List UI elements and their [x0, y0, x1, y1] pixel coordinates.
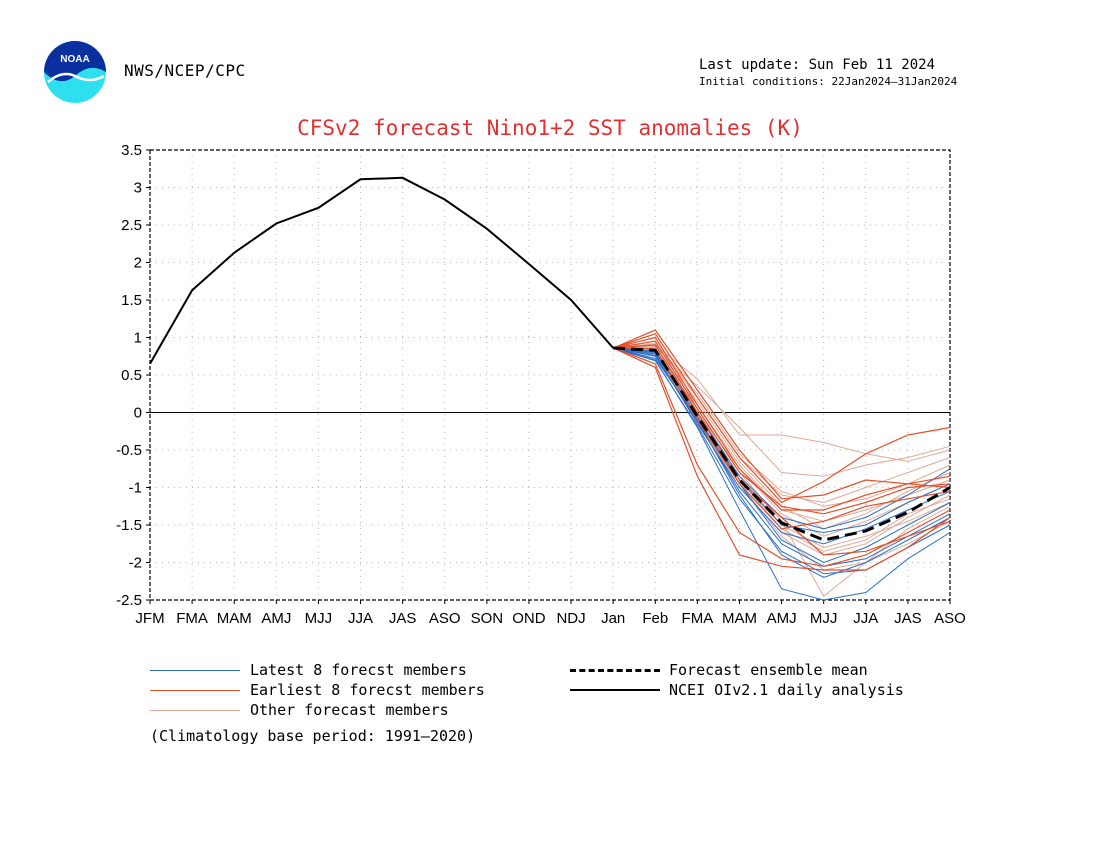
series-group: [149, 176, 951, 601]
y-tick-label: -2.5: [116, 592, 142, 609]
observed-line: [149, 176, 614, 365]
x-tick-label: MJJ: [810, 610, 838, 627]
y-tick-label: 3: [134, 180, 142, 197]
earliest-member-line: [613, 340, 951, 515]
latest-member-line: [613, 347, 951, 564]
y-tick-label: 2: [134, 255, 142, 272]
climatology-note: (Climatology base period: 1991—2020): [150, 727, 476, 745]
svg-text:NOAA: NOAA: [60, 54, 89, 65]
x-tick-label: MAM: [722, 610, 757, 627]
y-tick-label: 2.5: [121, 217, 142, 234]
legend-label-mean: Forecast ensemble mean: [669, 661, 868, 679]
y-tick-label: -1: [129, 480, 142, 497]
legend-label-observed: NCEI OIv2.1 daily analysis: [669, 681, 904, 699]
org-label: NWS/NCEP/CPC: [124, 61, 246, 80]
earliest-member-line: [613, 347, 951, 530]
earliest-member-line: [612, 347, 951, 571]
x-tick-label: MJJ: [305, 610, 333, 627]
earliest-member-line: [613, 333, 951, 504]
x-tick-label: FMA: [682, 610, 714, 627]
legend-label-other: Other forecast members: [250, 701, 449, 719]
x-tick-label: NDJ: [556, 610, 585, 627]
legend-label-earliest: Earliest 8 forecst members: [250, 681, 485, 699]
y-tick-label: -2: [129, 555, 142, 572]
forecast-mean-line: [613, 346, 951, 542]
y-tick-label: 0: [134, 405, 142, 422]
x-tick-label: MAM: [217, 610, 252, 627]
earliest-member-line: [612, 347, 951, 567]
earliest-member-line: [613, 344, 951, 556]
legend-label-latest: Latest 8 forecst members: [250, 661, 467, 679]
y-tick-label: -0.5: [116, 442, 142, 459]
x-tick-label: JFM: [135, 610, 164, 627]
last-update-label: Last update: Sun Feb 11 2024: [699, 57, 936, 73]
x-tick-label: AMJ: [767, 610, 797, 627]
x-tick-label: JAS: [389, 610, 417, 627]
x-tick-label: ASO: [429, 610, 461, 627]
latest-member-line: [613, 347, 951, 534]
y-tick-label: -1.5: [116, 517, 142, 534]
noaa-logo: NOAA: [44, 41, 106, 103]
grid-lines: [150, 150, 950, 600]
x-tick-label: AMJ: [261, 610, 291, 627]
x-tick-label: OND: [512, 610, 546, 627]
earliest-member-line: [612, 329, 951, 500]
x-tick-label: Jan: [601, 610, 625, 627]
other-member-line: [613, 347, 951, 537]
legend-swatch-earliest: [150, 690, 240, 691]
x-tick-label: Feb: [642, 610, 668, 627]
initial-conditions-label: Initial conditions: 22Jan2024—31Jan2024: [699, 75, 958, 88]
x-tick-label: JJA: [348, 610, 373, 627]
legend-swatch-observed: [570, 689, 660, 691]
legend-swatch-latest: [150, 670, 240, 671]
x-tick-label: JJA: [853, 610, 878, 627]
latest-member-line: [613, 347, 951, 567]
legend-swatch-other: [150, 710, 240, 711]
x-tick-label: SON: [471, 610, 504, 627]
y-tick-label: 1: [134, 330, 142, 347]
earliest-member-line: [613, 336, 951, 511]
legend-swatch-mean: [570, 669, 660, 672]
y-tick-label: 0.5: [121, 367, 142, 384]
other-member-line: [613, 344, 951, 462]
y-tick-label: 1.5: [121, 292, 142, 309]
y-tick-label: 3.5: [121, 142, 142, 159]
x-tick-label: JAS: [894, 610, 922, 627]
chart-title: CFSv2 forecast Nino1+2 SST anomalies (K): [297, 116, 803, 140]
x-tick-label: ASO: [934, 610, 966, 627]
x-tick-label: FMA: [176, 610, 208, 627]
